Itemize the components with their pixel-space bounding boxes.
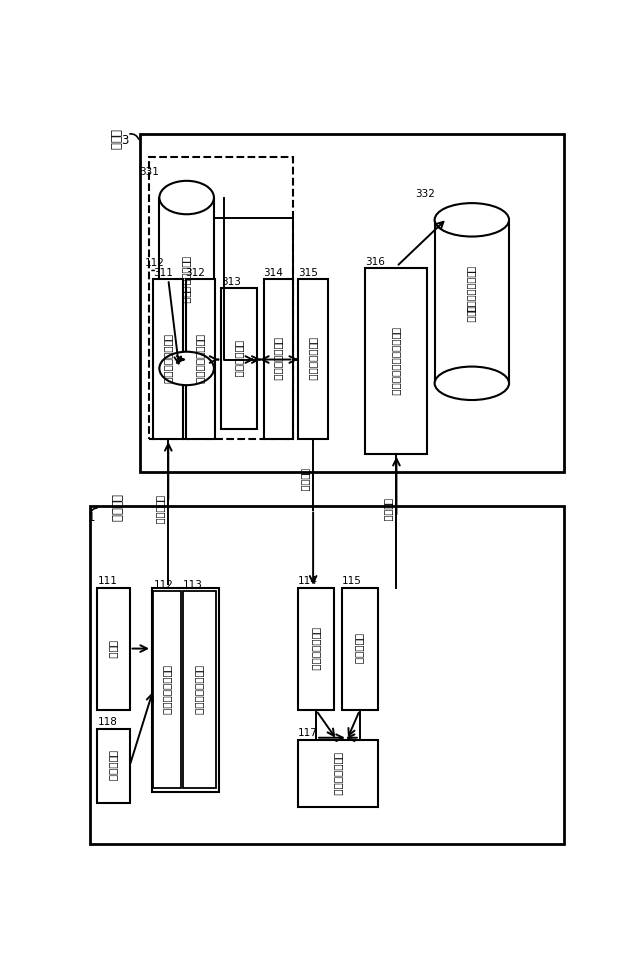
Ellipse shape [159, 180, 214, 214]
Text: 記憶部: 記憶部 [182, 286, 191, 304]
Bar [298, 279, 328, 439]
Bar [154, 279, 183, 439]
Text: モデル画像データ: モデル画像データ [467, 266, 477, 314]
Text: 112: 112 [154, 580, 173, 590]
Text: 312: 312 [186, 267, 205, 278]
Ellipse shape [435, 203, 509, 236]
Bar [435, 220, 509, 383]
Text: 316: 316 [365, 257, 385, 266]
Text: 118: 118 [97, 717, 117, 728]
Bar [140, 134, 564, 473]
Ellipse shape [159, 351, 214, 385]
Text: 撮像部: 撮像部 [109, 640, 118, 658]
Text: 属性取得部: 属性取得部 [109, 751, 118, 782]
Text: 113: 113 [182, 580, 202, 590]
Text: 合成画像受信部: 合成画像受信部 [311, 627, 321, 671]
Bar [186, 279, 216, 439]
Text: 117: 117 [298, 728, 318, 737]
Text: 記憶部: 記憶部 [467, 305, 477, 322]
Bar [298, 740, 378, 807]
Text: 合成画像送信部: 合成画像送信部 [308, 338, 318, 381]
Text: 輸部データ送信部: 輸部データ送信部 [195, 665, 205, 715]
Bar [97, 729, 129, 803]
Text: マッチング部: マッチング部 [234, 340, 244, 377]
Bar [264, 279, 293, 439]
Bar [298, 588, 334, 710]
Text: 輸部データ取信部: 輸部データ取信部 [163, 334, 173, 384]
Bar [182, 592, 216, 788]
Text: 端末装置: 端末装置 [110, 494, 123, 522]
Text: 輸部データ抽出部: 輸部データ抽出部 [162, 665, 172, 715]
Bar [365, 268, 428, 454]
Text: 114: 114 [298, 576, 318, 586]
Text: 111: 111 [97, 576, 117, 586]
Text: モデル画像データ登録部: モデル画像データ登録部 [391, 326, 401, 396]
Bar [150, 156, 293, 439]
Bar [342, 588, 378, 710]
Text: 合成画像表示部: 合成画像表示部 [333, 752, 343, 795]
Ellipse shape [435, 367, 509, 400]
Text: 1: 1 [88, 511, 95, 524]
Text: 315: 315 [298, 267, 318, 278]
Bar [152, 588, 219, 792]
Text: サーバ: サーバ [108, 129, 121, 151]
Text: 選択情報: 選択情報 [383, 498, 394, 521]
Text: 3: 3 [121, 134, 129, 148]
Text: 115: 115 [342, 576, 362, 586]
Bar [221, 289, 257, 429]
Text: 合成画像: 合成画像 [300, 468, 310, 491]
Bar [90, 506, 564, 844]
Text: 属性データ: 属性データ [156, 495, 165, 524]
Text: 314: 314 [264, 267, 284, 278]
Bar [154, 592, 180, 788]
Bar [97, 588, 129, 710]
Text: 合成画像生成部: 合成画像生成部 [273, 338, 284, 381]
Text: 331: 331 [140, 167, 159, 178]
Text: 選択受付部: 選択受付部 [355, 633, 365, 665]
Text: 112: 112 [145, 258, 164, 268]
Bar [159, 198, 214, 369]
Text: 311: 311 [154, 267, 173, 278]
Text: 輸部データ登録部: 輸部データ登録部 [196, 334, 205, 384]
Text: 輸部データ: 輸部データ [182, 257, 191, 286]
Text: 332: 332 [415, 189, 435, 200]
Text: 313: 313 [221, 277, 241, 287]
